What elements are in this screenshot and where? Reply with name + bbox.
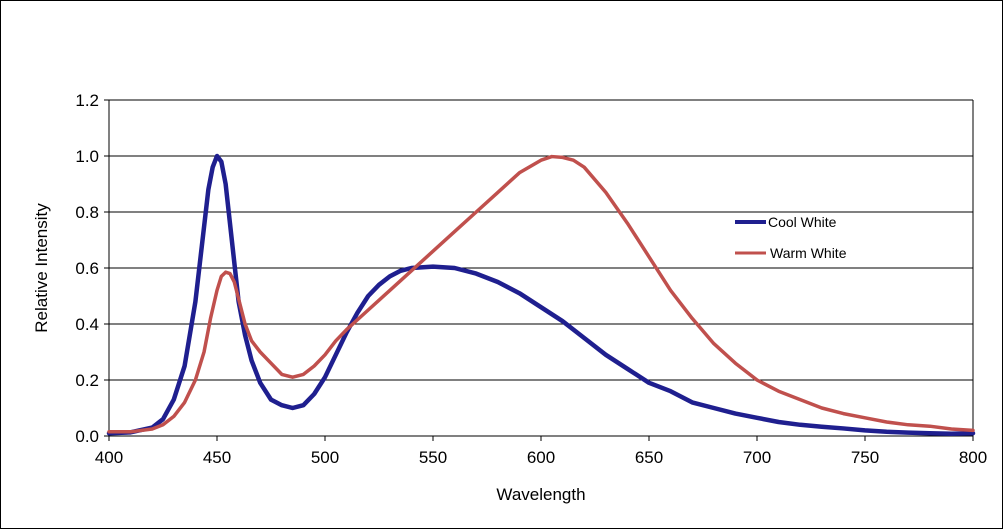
series-line-cool-white — [106, 153, 976, 437]
x-tick-label-5: 650 — [635, 448, 663, 467]
series-layer — [106, 153, 976, 437]
x-tick-label-2: 500 — [311, 448, 339, 467]
series-line-warm-white — [107, 154, 975, 434]
legend-label-warm-white: Warm White — [770, 245, 847, 261]
x-axis-title: Wavelength — [496, 485, 585, 504]
y-tick-label-6: 1.2 — [75, 91, 99, 110]
x-tick-label-6: 700 — [743, 448, 771, 467]
legend-label-cool-white: Cool White — [768, 214, 837, 230]
legend: Cool White Warm White — [735, 214, 847, 261]
y-tick-label-0: 0.0 — [75, 427, 99, 446]
x-tick-label-3: 550 — [419, 448, 447, 467]
x-tick-label-7: 750 — [851, 448, 879, 467]
x-tick-label-4: 600 — [527, 448, 555, 467]
y-tick-label-5: 1.0 — [75, 147, 99, 166]
y-tick-label-2: 0.4 — [75, 315, 99, 334]
y-axis-title: Relative Intensity — [32, 203, 51, 333]
x-tick-label-0: 400 — [95, 448, 123, 467]
grid-lines — [109, 99, 973, 437]
x-tick-label-8: 800 — [959, 448, 987, 467]
y-tick-label-1: 0.2 — [75, 371, 99, 390]
tick-labels: 0.0 0.2 0.4 0.6 0.8 1.0 1.2 400 450 500 550 600 650 7… — [75, 91, 987, 467]
x-tick-label-1: 450 — [203, 448, 231, 467]
axes — [104, 99, 974, 441]
y-tick-label-4: 0.8 — [75, 203, 99, 222]
y-tick-label-3: 0.6 — [75, 259, 99, 278]
